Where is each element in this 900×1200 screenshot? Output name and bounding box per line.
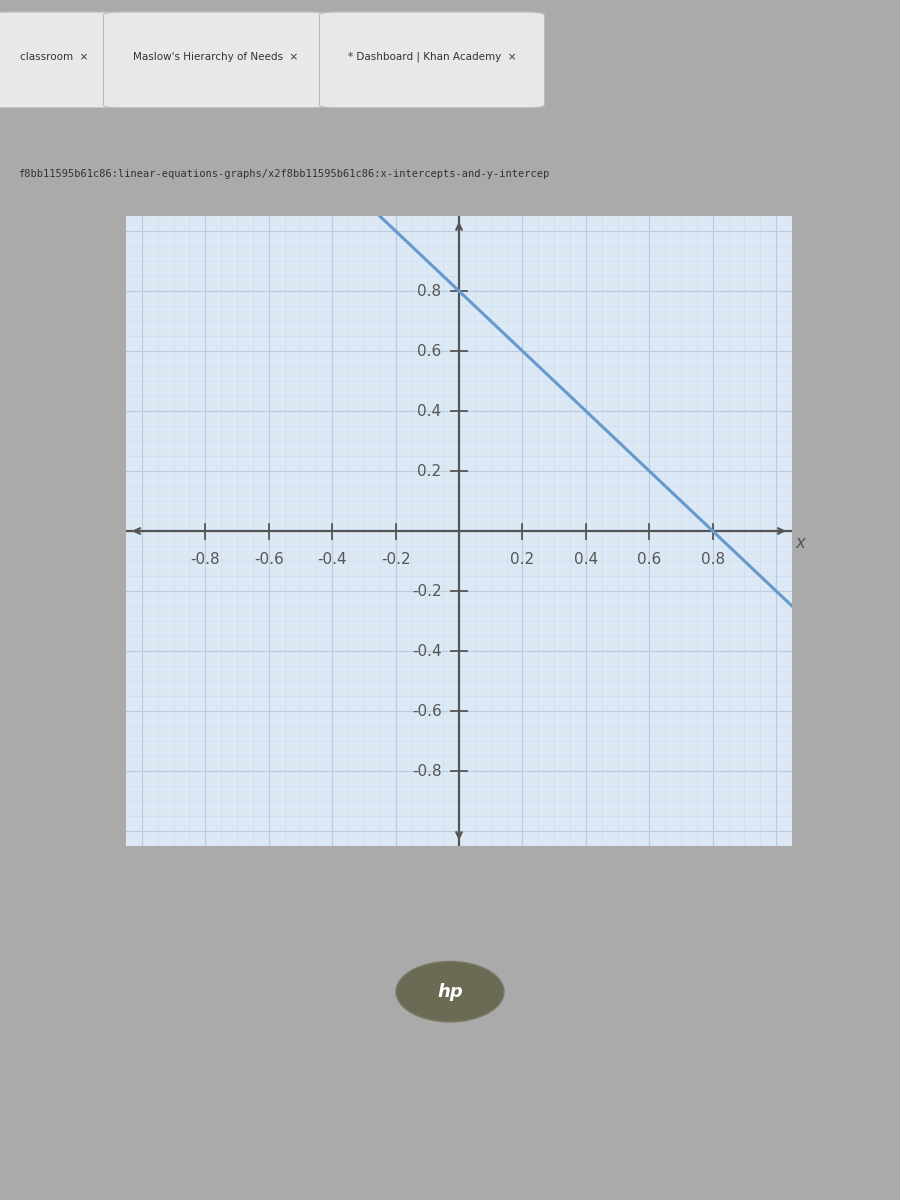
Text: 0.4: 0.4	[574, 552, 598, 566]
Text: -0.2: -0.2	[381, 552, 410, 566]
Text: -0.8: -0.8	[191, 552, 220, 566]
FancyBboxPatch shape	[0, 12, 122, 108]
Text: -0.2: -0.2	[412, 583, 442, 599]
Text: * Dashboard | Khan Academy  ×: * Dashboard | Khan Academy ×	[347, 52, 517, 62]
Text: -0.6: -0.6	[412, 703, 442, 719]
Text: classroom  ×: classroom ×	[20, 52, 88, 62]
Text: 0.2: 0.2	[510, 552, 535, 566]
Text: 0.6: 0.6	[418, 343, 442, 359]
FancyBboxPatch shape	[320, 12, 544, 108]
Text: 0.2: 0.2	[418, 463, 442, 479]
Text: 0.8: 0.8	[418, 283, 442, 299]
Ellipse shape	[396, 961, 504, 1022]
Text: 0.4: 0.4	[418, 403, 442, 419]
FancyBboxPatch shape	[104, 12, 328, 108]
Text: hp: hp	[437, 983, 463, 1001]
Text: -0.4: -0.4	[412, 643, 442, 659]
Text: x: x	[796, 534, 805, 552]
Text: 0.6: 0.6	[637, 552, 662, 566]
Text: -0.4: -0.4	[318, 552, 347, 566]
Text: Maslow's Hierarchy of Needs  ×: Maslow's Hierarchy of Needs ×	[133, 52, 299, 62]
Text: -0.8: -0.8	[412, 763, 442, 779]
Text: 0.8: 0.8	[701, 552, 724, 566]
Text: -0.6: -0.6	[254, 552, 284, 566]
Text: f8bb11595b61c86:linear-equations-graphs/x2f8bb11595b61c86:x-intercepts-and-y-int: f8bb11595b61c86:linear-equations-graphs/…	[18, 169, 549, 179]
